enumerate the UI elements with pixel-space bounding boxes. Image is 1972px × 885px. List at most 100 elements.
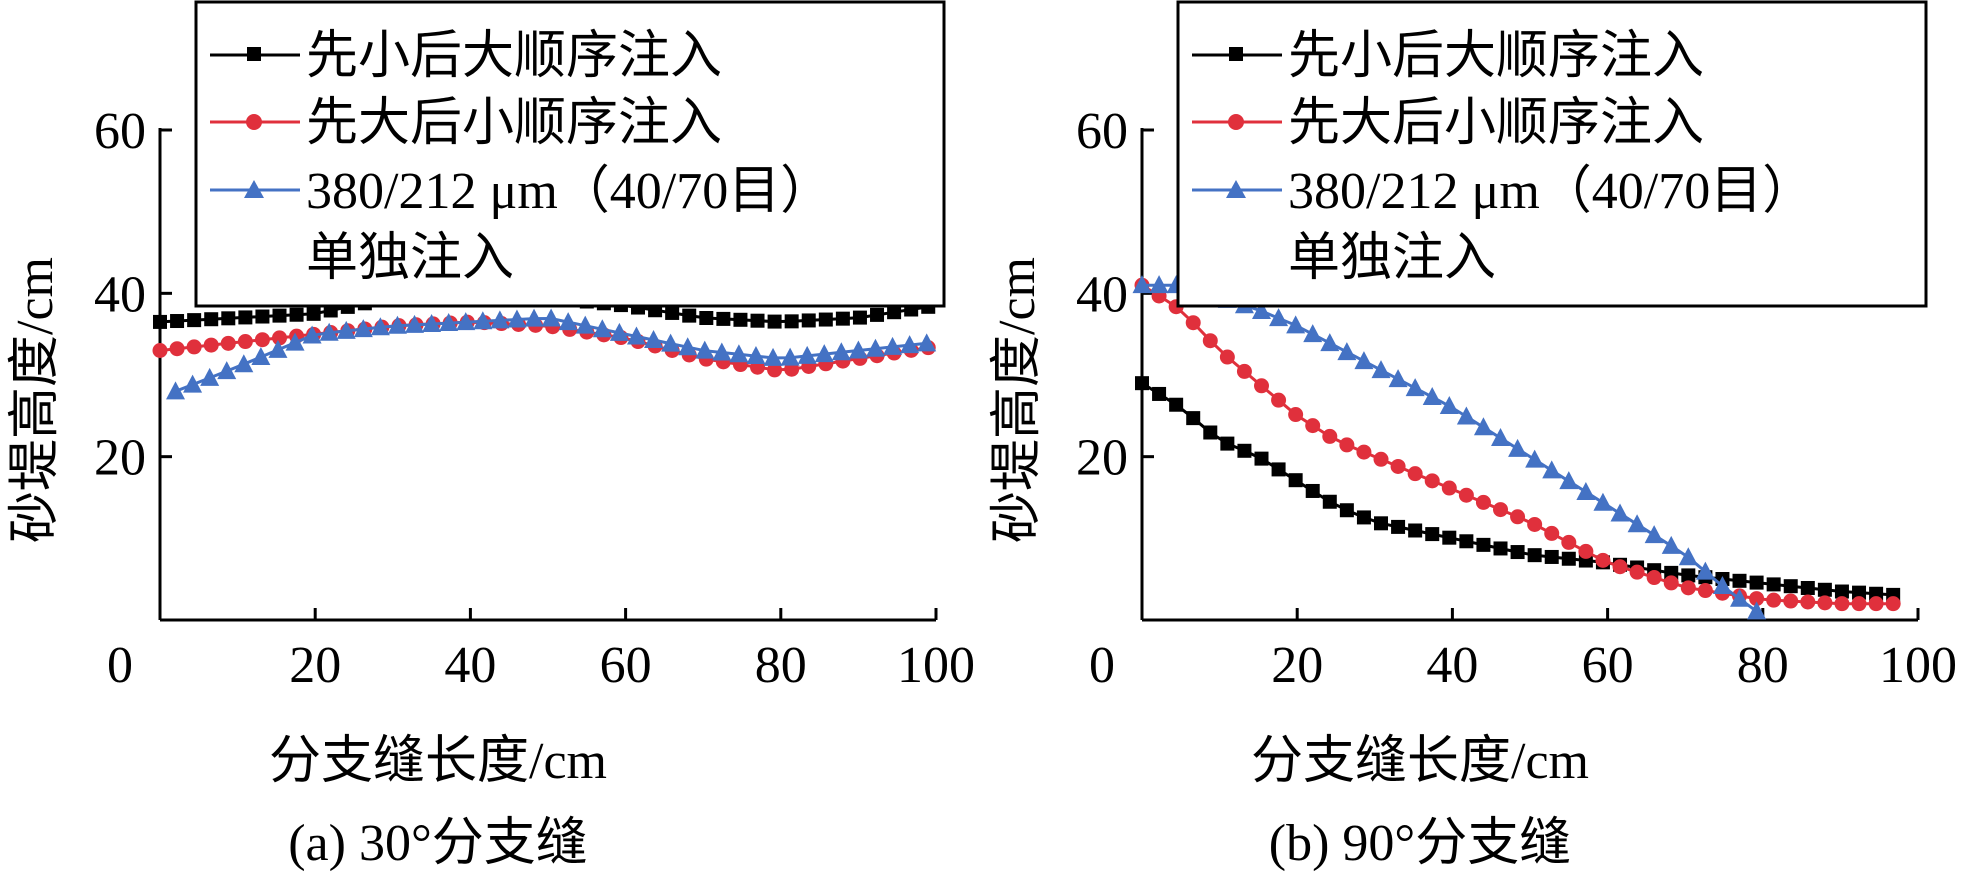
- data-point-circle: [1766, 592, 1782, 608]
- data-point-square: [1203, 425, 1218, 440]
- data-point-triangle: [1439, 396, 1459, 415]
- data-point-square: [1817, 582, 1832, 597]
- data-point-circle: [1458, 487, 1474, 503]
- data-point-triangle: [1149, 275, 1169, 294]
- data-point-triangle: [1422, 387, 1442, 406]
- data-point-circle: [169, 341, 185, 357]
- data-point-circle: [1817, 595, 1833, 611]
- data-point-triangle: [1712, 576, 1732, 595]
- data-point-triangle: [422, 313, 442, 332]
- data-point-triangle: [524, 308, 544, 327]
- legend-a-marker-circle: [246, 114, 262, 130]
- legend-a-label-1: 先小后大顺序注入: [306, 28, 722, 85]
- data-point-square: [887, 305, 902, 320]
- data-point-circle: [1322, 428, 1338, 444]
- data-point-square: [1271, 462, 1286, 477]
- legend-box-b: [1176, 0, 1928, 308]
- data-point-triangle: [575, 315, 595, 334]
- data-point-square: [1356, 510, 1371, 525]
- data-point-square: [1442, 530, 1457, 545]
- data-point-triangle: [166, 381, 186, 400]
- data-point-triangle: [883, 336, 903, 355]
- legend-a-marker-triangle: [244, 180, 264, 198]
- data-point-square: [1391, 519, 1406, 534]
- data-point-triangle: [234, 354, 254, 373]
- legend-a-label-3: 380/212 μm（40/70目）: [306, 163, 832, 220]
- x-tick-label: 60: [1582, 637, 1634, 694]
- data-point-square: [238, 310, 253, 325]
- data-point-triangle: [1320, 333, 1340, 352]
- y-tick-label: 40: [1076, 266, 1128, 323]
- data-point-circle: [1885, 596, 1901, 612]
- panel-b-90-degree: 0 20 40 60 80 100 20 40 60 砂堤高度/cm 分支缝长度/cm (b) …: [989, 0, 1957, 872]
- data-point-square: [153, 314, 167, 329]
- data-point-triangle: [917, 333, 937, 352]
- caption-a: (a) 30°分支缝: [288, 815, 588, 872]
- data-point-square: [1374, 516, 1389, 531]
- data-point-triangle: [831, 342, 851, 361]
- x-tick-label: 0: [107, 637, 133, 694]
- legend-b-label-3: 380/212 μm（40/70目）: [1288, 163, 1814, 220]
- data-point-circle: [1612, 559, 1628, 575]
- data-point-circle: [1288, 407, 1304, 423]
- x-axis-title-a: 分支缝长度/cm: [269, 733, 607, 790]
- series-line: [1141, 381, 1894, 597]
- data-point-square: [1254, 451, 1269, 466]
- legend-b-label-3-cont: 单独注入: [1288, 230, 1496, 287]
- data-point-square: [870, 307, 885, 322]
- data-point-square: [1852, 585, 1867, 600]
- data-point-triangle: [268, 339, 288, 358]
- legend-b-label-1: 先小后大顺序注入: [1288, 28, 1704, 85]
- data-point-triangle: [1627, 514, 1647, 533]
- data-point-triangle: [1695, 561, 1715, 580]
- data-point-square: [767, 314, 782, 329]
- data-point-triangle: [1286, 315, 1306, 334]
- data-point-triangle: [1610, 503, 1630, 522]
- data-point-square: [1732, 573, 1747, 588]
- data-point-square: [1169, 397, 1184, 412]
- data-point-circle: [1680, 580, 1696, 596]
- data-point-circle: [1407, 466, 1423, 482]
- data-point-square: [1459, 534, 1474, 549]
- data-point-square: [784, 314, 799, 329]
- data-point-triangle: [541, 308, 561, 327]
- data-point-square: [1749, 575, 1764, 590]
- x-tick-label: 100: [1879, 637, 1957, 694]
- data-point-triangle: [251, 347, 271, 366]
- y-tick-label: 60: [1076, 103, 1128, 160]
- data-point-triangle: [439, 313, 459, 332]
- series-circle: [1134, 277, 1901, 612]
- data-point-circle: [1271, 392, 1287, 408]
- data-point-circle: [1629, 564, 1645, 580]
- panel-a-30-degree: 0 20 40 60 80 100 20 40 60 砂堤高度/cm 分支缝长度/cm (a) …: [7, 0, 975, 872]
- legend-b-label-2: 先大后小顺序注入: [1288, 95, 1704, 152]
- data-point-triangle: [661, 333, 681, 352]
- data-point-circle: [1851, 596, 1867, 612]
- data-point-square: [818, 312, 833, 327]
- data-point-circle: [1646, 570, 1662, 586]
- data-point-triangle: [814, 344, 834, 363]
- data-point-circle: [1663, 575, 1679, 591]
- y-axis-title-a: 砂堤高度/cm: [7, 257, 64, 543]
- data-point-triangle: [712, 342, 732, 361]
- legend-box-a: [194, 0, 946, 308]
- data-point-circle: [1510, 509, 1526, 525]
- data-point-triangle: [1593, 492, 1613, 511]
- data-point-triangle: [626, 326, 646, 345]
- data-point-circle: [1305, 418, 1321, 434]
- data-point-triangle: [387, 315, 407, 334]
- series-square: [1135, 376, 1901, 602]
- data-point-square: [1288, 473, 1303, 488]
- data-point-circle: [186, 339, 202, 355]
- data-point-square: [1237, 443, 1252, 458]
- data-point-triangle: [1576, 481, 1596, 500]
- data-point-circle: [254, 332, 270, 348]
- data-point-square: [835, 311, 850, 326]
- x-tick-label: 100: [897, 637, 975, 694]
- series-triangle: [166, 308, 937, 400]
- data-point-triangle: [1661, 535, 1681, 554]
- legend-b: 先小后大顺序注入 先大后小顺序注入 380/212 μm（40/70目） 单独注…: [1176, 0, 1928, 308]
- data-point-square: [1476, 537, 1491, 552]
- data-point-circle: [1373, 451, 1389, 467]
- data-point-triangle: [1491, 428, 1511, 447]
